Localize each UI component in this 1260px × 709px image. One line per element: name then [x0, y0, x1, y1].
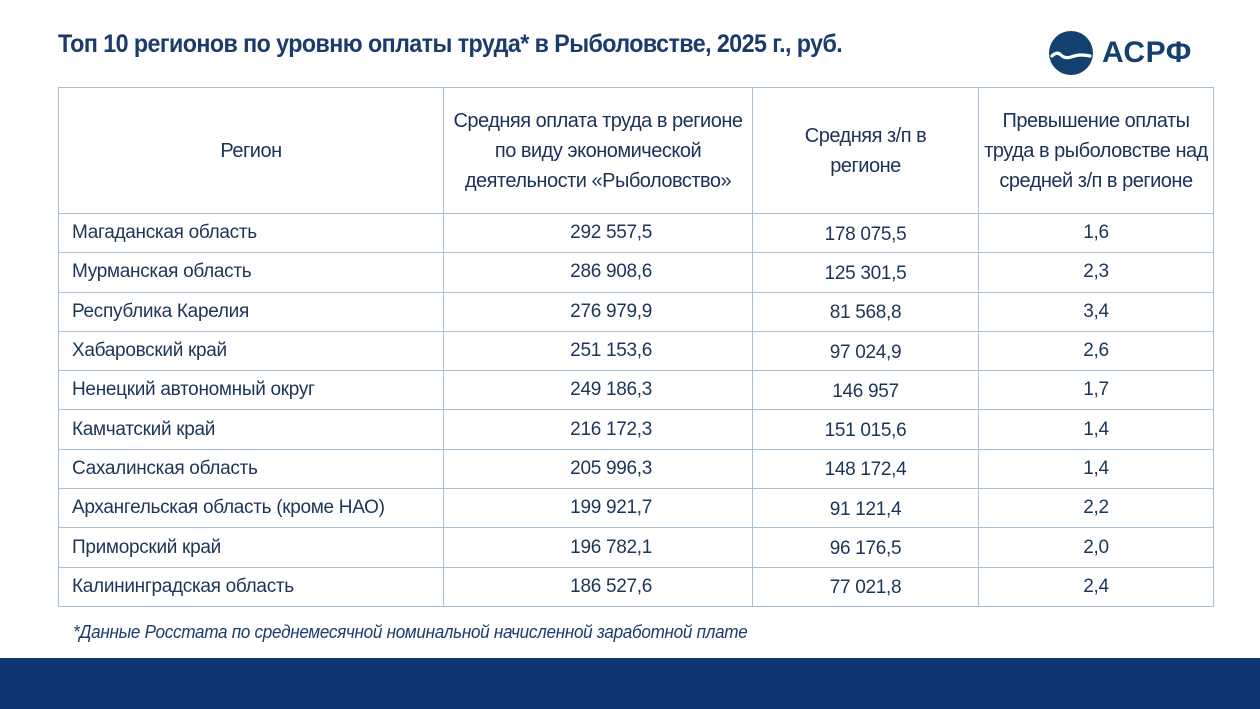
- ratio-cell: 2,2: [978, 488, 1214, 529]
- column-header-region: Регион: [58, 87, 444, 214]
- region-cell: Архангельская область (кроме НАО): [58, 488, 444, 529]
- table-row: Республика Карелия 276 979,9 81 568,8 3,4: [58, 291, 1214, 332]
- column-header-fishing-wage: Средняя оплата труда в регионе по виду э…: [443, 87, 753, 214]
- ratio-cell: 1,4: [978, 409, 1214, 450]
- ratio-cell: 1,7: [978, 370, 1214, 411]
- avg-wage-cell: 81 568,8: [752, 291, 979, 332]
- avg-wage-cell: 146 957: [752, 370, 979, 411]
- fishing-wage-cell: 286 908,6: [443, 252, 753, 293]
- ratio-cell: 1,6: [978, 212, 1214, 254]
- logo: АСРФ: [1049, 31, 1192, 75]
- wave-circle-logo-icon: [1049, 31, 1093, 75]
- column-header-avg-wage: Средняя з/п в регионе: [752, 87, 979, 214]
- logo-text: АСРФ: [1102, 36, 1192, 69]
- fishing-wage-cell: 196 782,1: [443, 527, 753, 568]
- avg-wage-cell: 178 075,5: [752, 212, 979, 254]
- region-cell: Камчатский край: [58, 409, 444, 450]
- ratio-cell: 2,3: [978, 252, 1214, 293]
- table-row: Калининградская область 186 527,6 77 021,8…: [58, 566, 1214, 607]
- ratio-cell: 2,0: [978, 527, 1214, 568]
- region-cell: Магаданская область: [58, 212, 444, 254]
- avg-wage-cell: 125 301,5: [752, 252, 979, 293]
- table-row: Приморский край 196 782,1 96 176,5 2,0: [58, 527, 1214, 568]
- avg-wage-cell: 96 176,5: [752, 527, 979, 568]
- ratio-cell: 2,6: [978, 330, 1214, 372]
- table-row: Хабаровский край 251 153,6 97 024,9 2,6: [58, 330, 1214, 372]
- page-title: Топ 10 регионов по уровню оплаты труда* …: [58, 30, 843, 58]
- table-row: Ненецкий автономный округ 249 186,3 146 95…: [58, 370, 1214, 411]
- region-cell: Калининградская область: [58, 566, 444, 607]
- fishing-wage-cell: 251 153,6: [443, 330, 753, 372]
- fishing-wage-cell: 186 527,6: [443, 566, 753, 607]
- fishing-wage-cell: 249 186,3: [443, 370, 753, 411]
- region-cell: Мурманская область: [58, 252, 444, 293]
- fishing-wage-cell: 292 557,5: [443, 212, 753, 254]
- region-cell: Сахалинская область: [58, 448, 444, 490]
- avg-wage-cell: 151 015,6: [752, 409, 979, 450]
- table-row: Архангельская область (кроме НАО) 199 921…: [58, 488, 1214, 529]
- table-header-row: Регион Средняя оплата труда в регионе по…: [58, 87, 1214, 214]
- wage-table: Регион Средняя оплата труда в регионе по…: [58, 87, 1214, 607]
- ratio-cell: 3,4: [978, 291, 1214, 332]
- fishing-wage-cell: 199 921,7: [443, 488, 753, 529]
- table-row: Сахалинская область 205 996,3 148 172,4 1,4: [58, 448, 1214, 490]
- avg-wage-cell: 148 172,4: [752, 448, 979, 490]
- avg-wage-cell: 97 024,9: [752, 330, 979, 372]
- table-row: Магаданская область 292 557,5 178 075,5 1,6: [58, 212, 1214, 254]
- avg-wage-cell: 77 021,8: [752, 566, 979, 607]
- table-row: Камчатский край 216 172,3 151 015,6 1,4: [58, 409, 1214, 450]
- footnote: *Данные Росстата по среднемесячной номин…: [73, 622, 748, 642]
- avg-wage-cell: 91 121,4: [752, 488, 979, 529]
- table-row: Мурманская область 286 908,6 125 301,5 2,3: [58, 252, 1214, 293]
- fishing-wage-cell: 216 172,3: [443, 409, 753, 450]
- region-cell: Ненецкий автономный округ: [58, 370, 444, 411]
- ratio-cell: 2,4: [978, 566, 1214, 607]
- region-cell: Приморский край: [58, 527, 444, 568]
- column-header-ratio: Превышение оплаты труда в рыболовстве на…: [978, 87, 1214, 214]
- ratio-cell: 1,4: [978, 448, 1214, 490]
- region-cell: Республика Карелия: [58, 291, 444, 332]
- fishing-wage-cell: 205 996,3: [443, 448, 753, 490]
- region-cell: Хабаровский край: [58, 330, 444, 372]
- fishing-wage-cell: 276 979,9: [443, 291, 753, 332]
- footer-band: [0, 658, 1260, 709]
